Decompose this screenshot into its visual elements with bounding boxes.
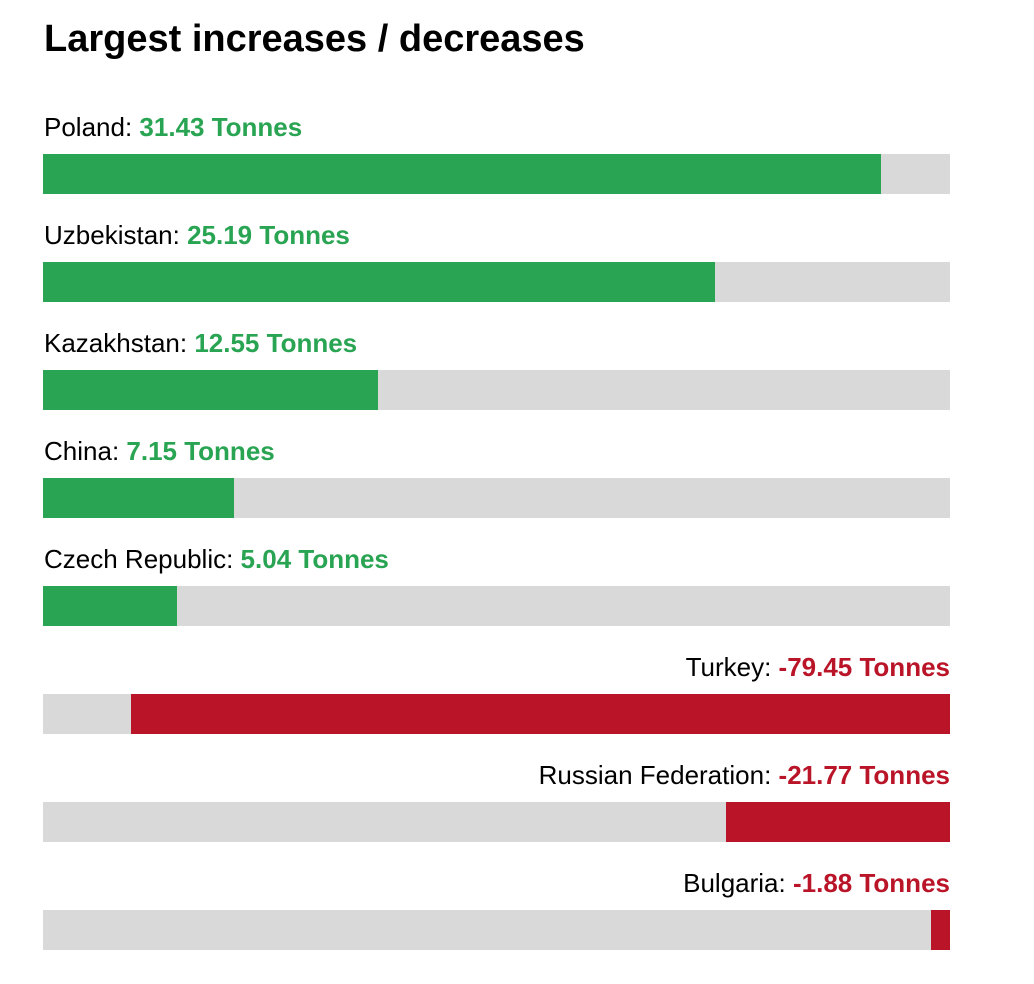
value-label: 31.43 Tonnes [139,112,303,142]
bar-turkey [131,694,950,734]
bar-track-kazakhstan [43,370,950,410]
category-label: China [44,436,112,466]
bar-label-uzbekistan: Uzbekistan: 25.19 Tonnes [44,220,350,250]
category-label: Czech Republic [44,544,227,574]
value-label: 25.19 Tonnes [187,220,350,250]
value-label: -79.45 Tonnes [778,652,950,682]
category-label: Kazakhstan [44,328,180,358]
bar-label-bulgaria: Bulgaria: -1.88 Tonnes [683,868,950,898]
category-label: Russian Federation [538,760,765,790]
bar-label-china: China: 7.15 Tonnes [44,436,275,466]
bar-track-czech-republic [43,586,950,626]
bar-czech-republic [43,586,177,626]
category-label: Turkey [685,652,765,682]
category-label: Bulgaria [683,868,779,898]
bar-china [43,478,234,518]
bar-poland [43,154,881,194]
bar-track-china [43,478,950,518]
value-label: -1.88 Tonnes [792,868,950,898]
category-label: Uzbekistan [44,220,173,250]
bar-bulgaria [931,910,950,950]
bar-track-poland [43,154,950,194]
category-label: Poland [44,112,125,142]
bar-track-russian-federation [43,802,950,842]
bar-russian-federation [726,802,950,842]
bar-label-russian-federation: Russian Federation: -21.77 Tonnes [538,760,950,790]
bar-track-bulgaria [43,910,950,950]
value-label: 12.55 Tonnes [194,328,358,358]
bar-label-poland: Poland: 31.43 Tonnes [44,112,303,142]
bar-label-turkey: Turkey: -79.45 Tonnes [685,652,950,682]
bar-track-uzbekistan [43,262,950,302]
value-label: 7.15 Tonnes [126,436,275,466]
value-label: 5.04 Tonnes [240,544,389,574]
bar-label-czech-republic: Czech Republic: 5.04 Tonnes [44,544,389,574]
bar-track-turkey [43,694,950,734]
bar-label-kazakhstan: Kazakhstan: 12.55 Tonnes [44,328,358,358]
chart-title: Largest increases / decreases [44,18,585,60]
value-label: -21.77 Tonnes [778,760,950,790]
bar-kazakhstan [43,370,378,410]
bar-uzbekistan [43,262,715,302]
